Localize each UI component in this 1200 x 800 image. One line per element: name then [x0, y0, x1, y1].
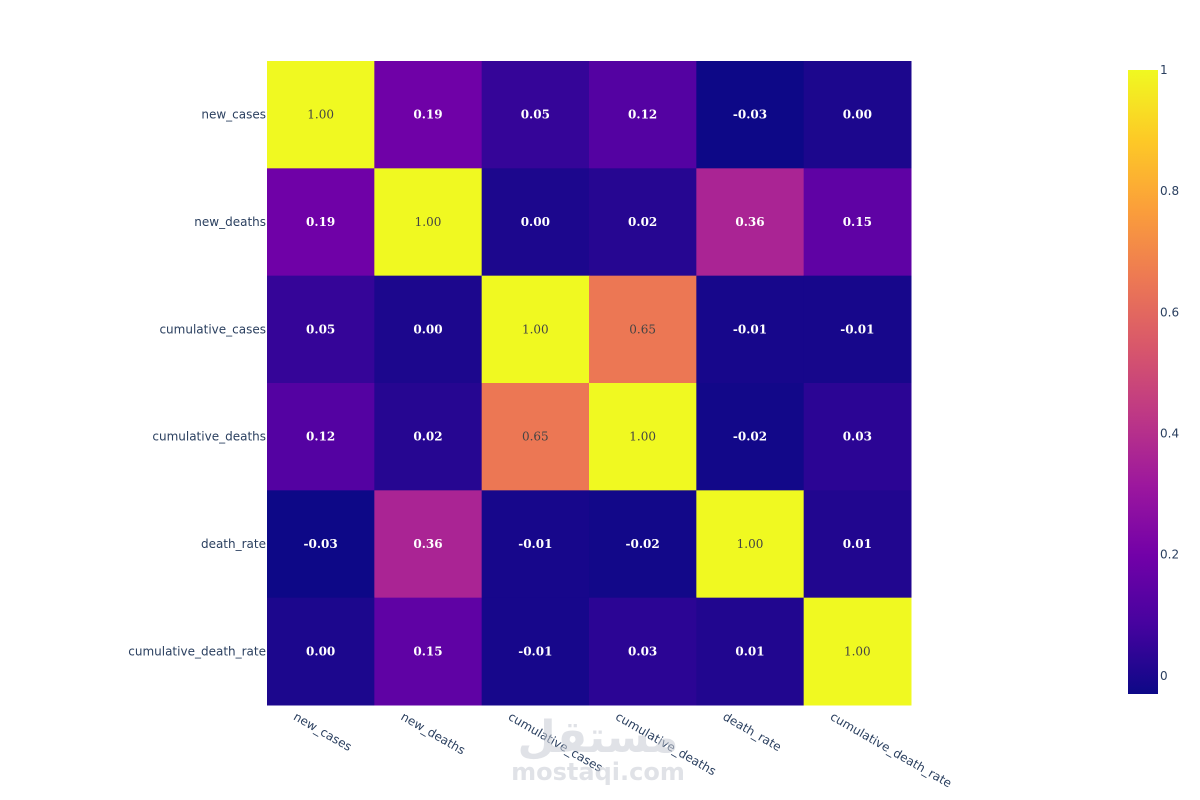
cell-value-label: -0.02 [733, 430, 767, 444]
cell-value-label: 0.00 [413, 322, 442, 336]
heatmap-cell [696, 275, 805, 384]
heatmap-cell [267, 61, 375, 169]
y-axis-tick-labels: new_cases new_deaths cumulative_casescumul… [128, 108, 266, 659]
heatmap-cell [481, 168, 590, 277]
heatmap-cell [374, 61, 483, 169]
y-tick-label: cumulative_death_rate [128, 644, 266, 658]
colorbar-gradient [1128, 70, 1158, 694]
colorbar-tick-label: 0.4 [1160, 426, 1179, 440]
colorbar-tick-label: 0.8 [1160, 184, 1179, 198]
heatmap-cell [267, 275, 375, 384]
watermark-logo-arabic: مستقل [518, 712, 679, 763]
heatmap-cell [589, 168, 697, 277]
heatmap-cell [803, 383, 912, 491]
heatmap-cells: 1.00 0.19 0.05 0.12 -0.03 0.00 0.19 1.00 0.00 0.0… [267, 61, 912, 706]
cell-value-label: -0.03 [733, 108, 767, 122]
cell-value-label: 0.05 [521, 108, 550, 122]
cell-value-label: 0.65 [522, 430, 549, 444]
colorbar-tick-label: 0.6 [1160, 305, 1179, 319]
cell-value-label: 0.19 [306, 215, 335, 229]
cell-value-label: 0.05 [306, 322, 335, 336]
y-tick-label: death_rate [201, 537, 266, 551]
heatmap-cell [267, 490, 375, 599]
cell-value-label: 1.00 [737, 537, 764, 551]
cell-value-label: 0.00 [843, 108, 872, 122]
heatmap-cell [481, 61, 590, 169]
colorbar-tick-label: 0 [1160, 669, 1168, 683]
cell-value-label: -0.02 [626, 537, 660, 551]
cell-value-label: 0.19 [413, 108, 442, 122]
heatmap-cell [374, 597, 483, 706]
cell-value-label: -0.03 [304, 537, 338, 551]
heatmap-cell [803, 597, 912, 706]
cell-value-label: 1.00 [307, 108, 334, 122]
cell-value-label: -0.01 [733, 322, 767, 336]
cell-value-label: 0.02 [413, 430, 442, 444]
cell-value-label: 0.01 [843, 537, 872, 551]
heatmap-cell [589, 597, 697, 706]
heatmap-cell [803, 168, 912, 277]
heatmap-cell [696, 168, 805, 277]
heatmap-cell [589, 490, 697, 599]
heatmap-cell [589, 275, 697, 384]
y-tick-label: cumulative_deaths [152, 430, 266, 444]
heatmap-cell [267, 383, 375, 491]
cell-value-label: 0.36 [413, 537, 442, 551]
cell-value-label: 0.00 [306, 644, 335, 658]
cell-value-label: 0.03 [843, 430, 872, 444]
heatmap-cell [374, 275, 483, 384]
heatmap-cell [267, 168, 375, 277]
heatmap-cell [696, 383, 805, 491]
cell-value-label: 1.00 [629, 430, 656, 444]
y-tick-label: cumulative_cases [159, 322, 266, 336]
x-tick-label: new_cases [291, 709, 354, 753]
cell-value-label: 0.36 [735, 215, 764, 229]
heatmap-cell [374, 168, 483, 277]
heatmap-cell [696, 61, 805, 169]
heatmap-cell [803, 275, 912, 384]
heatmap-cell [374, 383, 483, 491]
heatmap-cell [803, 61, 912, 169]
x-tick-label: new_deaths [399, 709, 468, 757]
cell-value-label: 0.65 [629, 322, 656, 336]
heatmap-cell [481, 275, 590, 384]
heatmap-cell [267, 597, 375, 706]
cell-value-label: -0.01 [840, 322, 874, 336]
heatmap-cell [803, 490, 912, 599]
cell-value-label: 0.00 [521, 215, 550, 229]
cell-value-label: 1.00 [415, 215, 442, 229]
colorbar-tick-label: 0.2 [1160, 548, 1179, 562]
cell-value-label: 0.12 [628, 108, 657, 122]
x-tick-label: death_rate [721, 709, 784, 754]
cell-value-label: 0.12 [306, 430, 335, 444]
heatmap-cell [589, 383, 697, 491]
cell-value-label: 0.02 [628, 215, 657, 229]
cell-value-label: -0.01 [518, 537, 552, 551]
cell-value-label: 1.00 [522, 322, 549, 336]
x-tick-label: cumulative_death_rate [828, 709, 954, 790]
cell-value-label: -0.01 [518, 644, 552, 658]
watermark-logo-latin: mostaqi.com [511, 758, 685, 786]
colorbar: 0 0.2 0.4 0.6 0.8 1 [1128, 63, 1179, 694]
cell-value-label: 1.00 [844, 644, 871, 658]
heatmap-cell [696, 490, 805, 599]
heatmap-cell [481, 597, 590, 706]
heatmap-cell [589, 61, 697, 169]
watermark: مستقل mostaqi.com [511, 712, 685, 786]
y-tick-label: new_deaths [194, 215, 266, 229]
cell-value-label: 0.01 [735, 644, 764, 658]
colorbar-tick-label: 1 [1160, 63, 1168, 77]
heatmap-cell [481, 490, 590, 599]
heatmap-cell [374, 490, 483, 599]
heatmap-cell [481, 383, 590, 491]
y-tick-label: new_cases [201, 108, 266, 122]
cell-value-label: 0.15 [843, 215, 872, 229]
cell-value-label: 0.03 [628, 644, 657, 658]
heatmap-cell [696, 597, 805, 706]
cell-value-label: 0.15 [413, 644, 442, 658]
